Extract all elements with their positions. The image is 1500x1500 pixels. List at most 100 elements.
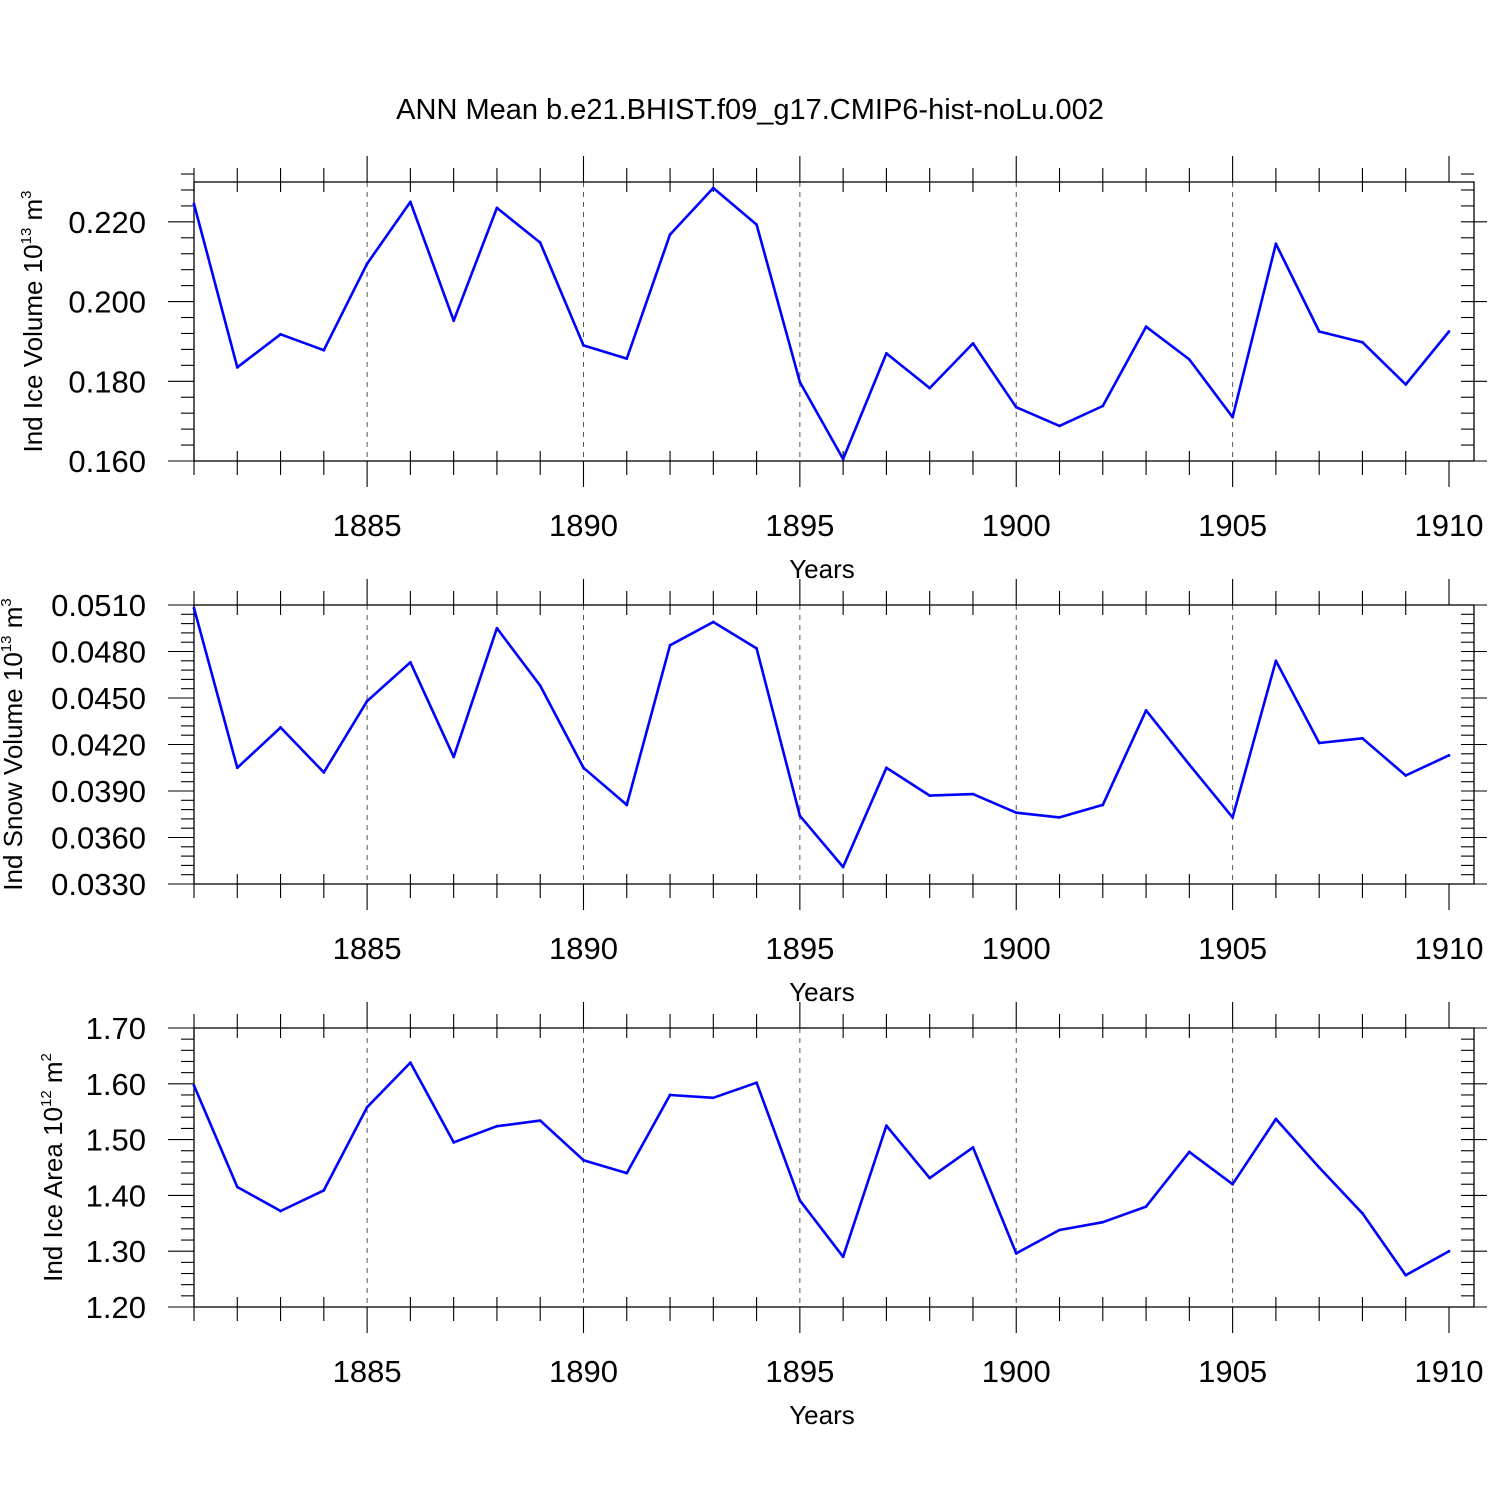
data-point bbox=[1058, 1228, 1061, 1232]
data-point bbox=[625, 1171, 629, 1175]
x-tick-label: 1890 bbox=[549, 931, 618, 966]
data-point bbox=[711, 620, 715, 624]
data-point bbox=[192, 606, 196, 610]
y-tick-label: 1.20 bbox=[86, 1290, 146, 1325]
y-tick-label: 1.60 bbox=[86, 1067, 146, 1102]
y-title-superscript: 13 bbox=[18, 228, 35, 245]
data-point bbox=[1274, 242, 1278, 246]
chart-panel-2: 1885 1890 1895 1900 1905 1910 0.0330 0.0360 0.03… bbox=[0, 579, 1487, 1007]
data-point bbox=[668, 643, 672, 647]
panels: 1885 1890 1895 1900 1905 1910 0.160 0.180 0.200 0… bbox=[0, 156, 1487, 1430]
x-tick-label: 1910 bbox=[1415, 1354, 1484, 1389]
y-title-superscript: 12 bbox=[38, 1090, 55, 1107]
x-tick-label: 1885 bbox=[333, 508, 402, 543]
data-point bbox=[928, 386, 932, 390]
data-point bbox=[1317, 741, 1321, 745]
data-point bbox=[1231, 815, 1235, 819]
data-point bbox=[279, 332, 282, 336]
data-point bbox=[841, 457, 845, 461]
y-title-superscript: 3 bbox=[18, 190, 35, 198]
data-point bbox=[928, 794, 932, 798]
data-point bbox=[322, 1188, 326, 1192]
x-axis-title: Years bbox=[789, 554, 855, 584]
x-tick-label: 1900 bbox=[982, 931, 1051, 966]
y-title-superscript: 2 bbox=[38, 1053, 55, 1061]
chart-panel-1: 1885 1890 1895 1900 1905 1910 0.160 0.180 0.200 0… bbox=[18, 156, 1487, 584]
data-point bbox=[408, 200, 412, 204]
x-axis-title: Years bbox=[789, 977, 855, 1007]
data-point bbox=[538, 684, 542, 687]
x-tick-label: 1905 bbox=[1198, 931, 1267, 966]
data-point bbox=[452, 755, 456, 759]
data-point bbox=[668, 233, 672, 237]
data-point bbox=[841, 865, 845, 869]
data-point bbox=[1231, 1182, 1235, 1186]
y-tick-label: 1.50 bbox=[86, 1123, 146, 1158]
plot-frame bbox=[193, 181, 1475, 462]
y-title-text: m bbox=[0, 607, 28, 636]
data-point bbox=[408, 1061, 412, 1064]
data-point bbox=[798, 380, 802, 384]
data-point bbox=[625, 803, 629, 807]
y-title-text: Ind Ice Area 10 bbox=[38, 1107, 68, 1282]
data-point bbox=[1447, 753, 1451, 757]
data-point bbox=[1187, 763, 1191, 767]
data-point bbox=[1144, 325, 1148, 329]
y-tick-label: 0.0480 bbox=[51, 635, 146, 670]
data-point bbox=[1447, 330, 1451, 333]
plot-frame bbox=[193, 604, 1475, 885]
data-point bbox=[495, 206, 499, 210]
data-point bbox=[538, 1119, 542, 1123]
data-point bbox=[798, 814, 802, 818]
data-point bbox=[971, 792, 975, 796]
data-point bbox=[582, 344, 585, 347]
data-point bbox=[365, 1105, 369, 1109]
data-point bbox=[1101, 1220, 1105, 1224]
y-title-superscript: 13 bbox=[0, 636, 15, 653]
y-axis-title: Ind Ice Volume 1013 m3 bbox=[18, 190, 48, 452]
y-title-text: Ind Ice Volume 10 bbox=[18, 244, 48, 452]
x-tick-label: 1910 bbox=[1415, 508, 1484, 543]
x-tick-label: 1910 bbox=[1415, 931, 1484, 966]
y-tick-label: 1.40 bbox=[86, 1178, 146, 1213]
data-series-line bbox=[192, 1061, 1450, 1277]
data-point bbox=[1447, 1249, 1451, 1253]
x-tick-label: 1885 bbox=[333, 1354, 402, 1389]
data-point bbox=[1058, 815, 1061, 819]
y-axis-title: Ind Snow Volume 1013 m3 bbox=[0, 598, 28, 890]
y-tick-label: 0.200 bbox=[68, 285, 146, 320]
y-title-text: Ind Snow Volume 10 bbox=[0, 652, 28, 891]
plot-frame bbox=[193, 1027, 1475, 1308]
data-point bbox=[235, 766, 239, 770]
x-tick-label: 1890 bbox=[549, 1354, 618, 1389]
data-point bbox=[625, 357, 629, 360]
data-point bbox=[452, 319, 456, 323]
data-point bbox=[1404, 383, 1408, 386]
data-point bbox=[192, 1084, 196, 1087]
data-point bbox=[885, 766, 888, 770]
data-point bbox=[1404, 1273, 1408, 1277]
data-point bbox=[1404, 774, 1408, 777]
data-point bbox=[1014, 811, 1018, 815]
data-point bbox=[322, 771, 326, 774]
data-point bbox=[495, 1124, 499, 1128]
data-point bbox=[1144, 1205, 1148, 1208]
data-point bbox=[365, 699, 369, 703]
y-tick-label: 0.0450 bbox=[51, 681, 146, 716]
data-point bbox=[1058, 424, 1061, 428]
data-point bbox=[582, 1158, 585, 1162]
data-point bbox=[538, 241, 542, 244]
data-point bbox=[322, 348, 326, 352]
data-point bbox=[1274, 1117, 1278, 1121]
x-tick-label: 1885 bbox=[333, 931, 402, 966]
data-point bbox=[1317, 330, 1321, 333]
x-tick-label: 1905 bbox=[1198, 508, 1267, 543]
data-point bbox=[885, 1124, 888, 1128]
data-point bbox=[1014, 1252, 1018, 1255]
y-tick-label: 0.0420 bbox=[51, 728, 146, 763]
data-point bbox=[755, 1081, 758, 1085]
data-point bbox=[1317, 1166, 1321, 1169]
y-tick-label: 0.0330 bbox=[51, 867, 146, 902]
y-tick-label: 0.0360 bbox=[51, 821, 146, 856]
data-point bbox=[279, 1209, 282, 1213]
